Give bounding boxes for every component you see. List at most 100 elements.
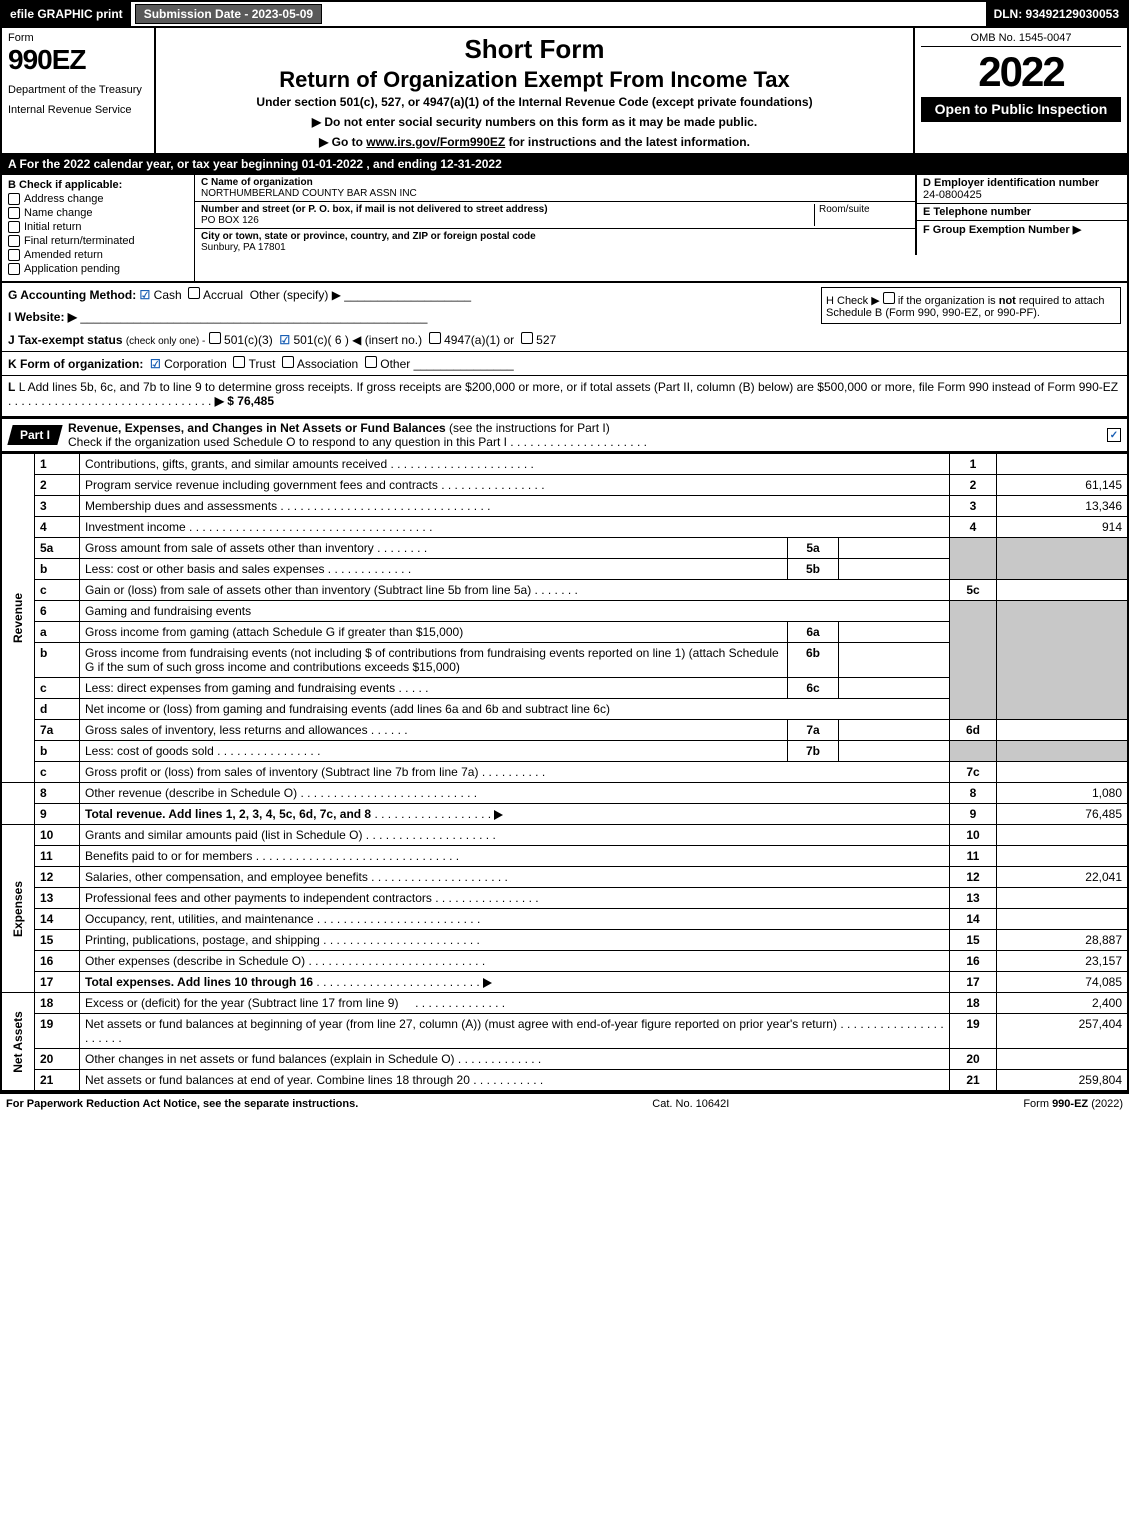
checkbox-final-return[interactable]	[8, 235, 20, 247]
line-6a-sub: 6a	[788, 622, 839, 643]
section-j: J Tax-exempt status (check only one) - 5…	[2, 328, 1127, 351]
line-7b-num: b	[35, 741, 80, 762]
checkbox-name-change[interactable]	[8, 207, 20, 219]
value-ein: 24-0800425	[923, 189, 982, 201]
line-3-num: 3	[35, 496, 80, 517]
instruction-2: ▶ Go to www.irs.gov/Form990EZ for instru…	[160, 135, 909, 149]
line-6a-subamt	[839, 622, 950, 643]
line-3-box: 3	[950, 496, 997, 517]
j-opt4: 527	[536, 333, 556, 347]
line-7c-amt	[997, 762, 1129, 783]
line-10-num: 10	[35, 825, 80, 846]
label-ein: D Employer identification number	[923, 177, 1099, 189]
k-trust: Trust	[249, 357, 276, 371]
line-19-box: 19	[950, 1014, 997, 1049]
shade-7b	[950, 741, 997, 762]
line-5c-desc: Gain or (loss) from sale of assets other…	[80, 580, 950, 601]
checkbox-527[interactable]	[521, 332, 533, 344]
line-7b-subamt	[839, 741, 950, 762]
line-12-box: 12	[950, 867, 997, 888]
line-4-num: 4	[35, 517, 80, 538]
label-org-name: C Name of organization	[201, 177, 313, 188]
line-6-num: 6	[35, 601, 80, 622]
label-initial-return: Initial return	[24, 221, 81, 233]
dln-number: DLN: 93492129030053	[986, 0, 1127, 28]
checkbox-application-pending[interactable]	[8, 263, 20, 275]
checkbox-accrual[interactable]	[188, 287, 200, 299]
line-9-desc: Total revenue. Add lines 1, 2, 3, 4, 5c,…	[80, 804, 950, 825]
h-text1: H Check ▶	[826, 295, 880, 307]
k-label: K Form of organization:	[8, 357, 143, 371]
i-label: I Website: ▶	[8, 310, 77, 324]
line-3-desc: Membership dues and assessments . . . . …	[80, 496, 950, 517]
line-6b-num: b	[35, 643, 80, 678]
section-k: K Form of organization: ☑ Corporation Tr…	[2, 351, 1127, 375]
line-7a-desc: Gross sales of inventory, less returns a…	[80, 720, 788, 741]
line-15-num: 15	[35, 930, 80, 951]
line-15-desc: Printing, publications, postage, and shi…	[80, 930, 950, 951]
line-21-box: 21	[950, 1070, 997, 1092]
line-6c-desc: Less: direct expenses from gaming and fu…	[80, 678, 788, 699]
line-2-amt: 61,145	[997, 475, 1129, 496]
line-9-amt: 76,485	[997, 804, 1129, 825]
line-5b-sub: 5b	[788, 559, 839, 580]
line-8-num: 8	[35, 783, 80, 804]
line-5b-num: b	[35, 559, 80, 580]
line-17-amt: 74,085	[997, 972, 1129, 993]
line-6d-amt	[997, 720, 1129, 741]
line-16-amt: 23,157	[997, 951, 1129, 972]
shade-5ab	[950, 538, 997, 580]
instruction-1: ▶ Do not enter social security numbers o…	[160, 115, 909, 129]
line-17-desc: Total expenses. Add lines 10 through 16 …	[80, 972, 950, 993]
line-20-desc: Other changes in net assets or fund bala…	[80, 1049, 950, 1070]
line-21-desc: Net assets or fund balances at end of ye…	[80, 1070, 950, 1092]
label-city: City or town, state or province, country…	[201, 231, 536, 242]
k-association: Association	[297, 357, 358, 371]
checkbox-amended-return[interactable]	[8, 249, 20, 261]
k-corporation: Corporation	[164, 357, 227, 371]
checkbox-trust[interactable]	[233, 356, 245, 368]
part-1-title: Revenue, Expenses, and Changes in Net As…	[68, 421, 446, 435]
l-amount: ▶ $ 76,485	[215, 394, 274, 408]
line-18-box: 18	[950, 993, 997, 1014]
line-7c-desc: Gross profit or (loss) from sales of inv…	[80, 762, 950, 783]
line-5a-subamt	[839, 538, 950, 559]
shade-5ab-amt	[997, 538, 1129, 580]
checkbox-501c3[interactable]	[209, 332, 221, 344]
checkbox-4947[interactable]	[429, 332, 441, 344]
line-1-box: 1	[950, 454, 997, 475]
revenue-label-cell: Revenue	[1, 454, 35, 783]
checkbox-initial-return[interactable]	[8, 221, 20, 233]
line-11-desc: Benefits paid to or for members . . . . …	[80, 846, 950, 867]
checkbox-other-org[interactable]	[365, 356, 377, 368]
line-4-amt: 914	[997, 517, 1129, 538]
arrow-icon	[494, 810, 503, 820]
j-sub: (check only one) -	[126, 336, 205, 347]
line-4-box: 4	[950, 517, 997, 538]
j-opt3: 4947(a)(1) or	[444, 333, 514, 347]
line-17-box: 17	[950, 972, 997, 993]
line-7c-box: 7c	[950, 762, 997, 783]
value-street: PO BOX 126	[201, 215, 259, 226]
line-7a-subamt	[839, 720, 950, 741]
section-b-title: B Check if applicable:	[8, 179, 188, 191]
checkbox-501c-checked: ☑	[279, 333, 290, 347]
line-6d-num: d	[35, 699, 80, 720]
line-11-box: 11	[950, 846, 997, 867]
dept-treasury: Department of the Treasury	[8, 84, 148, 96]
checkbox-address-change[interactable]	[8, 193, 20, 205]
section-b-checkboxes: B Check if applicable: Address change Na…	[2, 175, 195, 281]
line-6b-subamt	[839, 643, 950, 678]
line-13-amt	[997, 888, 1129, 909]
irs-link[interactable]: www.irs.gov/Form990EZ	[366, 135, 505, 149]
line-14-desc: Occupancy, rent, utilities, and maintena…	[80, 909, 950, 930]
checkbox-association[interactable]	[282, 356, 294, 368]
section-h-box: H Check ▶ if the organization is not req…	[821, 287, 1121, 324]
line-11-amt	[997, 846, 1129, 867]
line-6c-sub: 6c	[788, 678, 839, 699]
open-to-public: Open to Public Inspection	[921, 97, 1121, 122]
line-8-desc: Other revenue (describe in Schedule O) .…	[80, 783, 950, 804]
part-1-checkbox[interactable]: ✓	[1107, 428, 1121, 442]
checkbox-h[interactable]	[883, 292, 895, 304]
line-14-box: 14	[950, 909, 997, 930]
